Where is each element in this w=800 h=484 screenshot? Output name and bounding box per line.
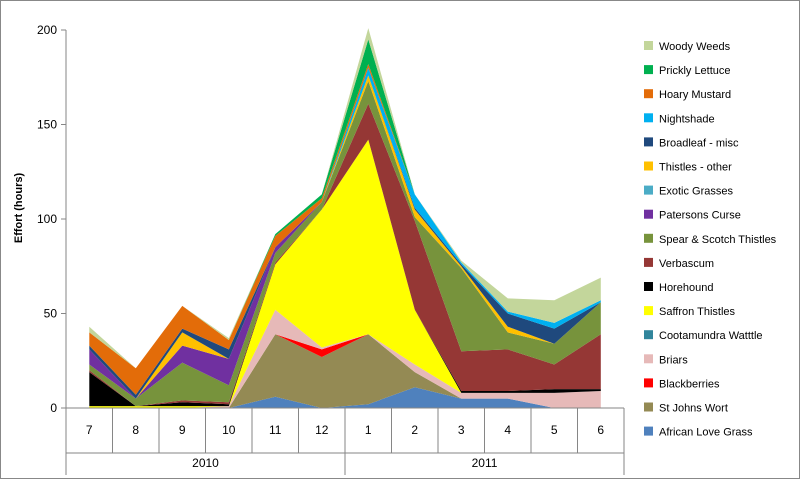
legend-label: Saffron Thistles	[659, 306, 736, 318]
legend-swatch-cootamundra-watttle	[644, 330, 653, 340]
legend-swatch-hoary-mustard	[644, 89, 653, 99]
area-layers	[89, 28, 601, 408]
legend-label: Exotic Grasses	[659, 186, 733, 198]
legend-swatch-nightshade	[644, 113, 653, 123]
x-tick-label: 12	[315, 423, 329, 437]
legend-label: Hoary Mustard	[659, 89, 731, 101]
legend-swatch-blackberries	[644, 378, 653, 388]
x-tick-label: 6	[597, 423, 604, 437]
x-tick-label: 4	[504, 423, 511, 437]
legend-label: St Johns Wort	[659, 403, 728, 415]
y-tick-label: 50	[44, 307, 58, 321]
legend-swatch-broadleaf-misc	[644, 137, 653, 147]
area-series-verbascum	[89, 103, 601, 407]
x-tick-label: 5	[551, 423, 558, 437]
x-tick-label: 1	[365, 423, 372, 437]
y-tick-label: 150	[37, 118, 57, 132]
legend-label: Broadleaf - misc	[659, 137, 739, 149]
x-tick-label: 3	[458, 423, 465, 437]
x-tick-label: 2	[411, 423, 418, 437]
legend-label: Verbascum	[659, 258, 714, 270]
legend: Woody Weeds Prickly Lettuce Hoary Mustard N…	[644, 41, 777, 439]
legend-swatch-st-johns-wort	[644, 402, 653, 412]
legend-swatch-briars	[644, 354, 653, 364]
legend-swatch-saffron-thistles	[644, 306, 653, 316]
x-group-label: 2011	[472, 456, 498, 470]
area-series-st-johns-wort	[89, 334, 601, 408]
legend-label: Blackberries	[659, 378, 720, 390]
x-tick-label: 7	[86, 423, 93, 437]
y-tick-label: 200	[37, 23, 57, 37]
y-axis-label: Effort (hours)	[13, 173, 25, 244]
area-series-briars	[89, 309, 601, 408]
x-axis-groups: 2010 2011	[192, 456, 498, 470]
legend-swatch-exotic-grasses	[644, 185, 653, 195]
area-series-thistles-other	[89, 75, 601, 399]
y-tick-label: 100	[37, 212, 57, 226]
legend-label: African Love Grass	[659, 427, 753, 439]
x-tick-label: 9	[179, 423, 186, 437]
area-series-saffron-thistles	[89, 139, 601, 408]
legend-label: Spear & Scotch Thistles	[659, 234, 777, 246]
legend-label: Patersons Curse	[659, 210, 741, 222]
legend-label: Nightshade	[659, 113, 715, 125]
x-tick-label: 8	[132, 423, 139, 437]
legend-label: Thistles - other	[659, 162, 732, 174]
area-series-african-love-grass	[89, 387, 601, 408]
x-tick-label: 11	[269, 423, 282, 437]
y-axis-ticks: 0 50 100 150 200	[37, 23, 66, 415]
y-tick-label: 0	[50, 401, 57, 415]
legend-swatch-horehound	[644, 282, 653, 291]
x-axis-categories: 7 8 9 10 11 12 1 2 3 4 5 6	[65, 408, 625, 475]
legend-label: Briars	[659, 354, 688, 366]
x-tick-label: 10	[222, 423, 236, 437]
legend-swatch-verbascum	[644, 257, 653, 267]
legend-swatch-prickly-lettuce	[644, 65, 653, 75]
legend-swatch-patersons-curse	[644, 209, 653, 219]
legend-label: Cootamundra Watttle	[659, 330, 763, 342]
legend-swatch-african-love-grass	[644, 426, 653, 436]
legend-label: Prickly Lettuce	[659, 65, 731, 77]
legend-swatch-thistles-other	[644, 161, 653, 171]
legend-swatch-spear-scotch-thistles	[644, 233, 653, 243]
area-series-spear-scotch-thistles	[89, 81, 601, 407]
legend-swatch-woody-weeds	[644, 41, 653, 50]
legend-label: Horehound	[659, 282, 713, 294]
legend-label: Woody Weeds	[659, 41, 731, 53]
x-group-label: 2010	[192, 456, 219, 470]
